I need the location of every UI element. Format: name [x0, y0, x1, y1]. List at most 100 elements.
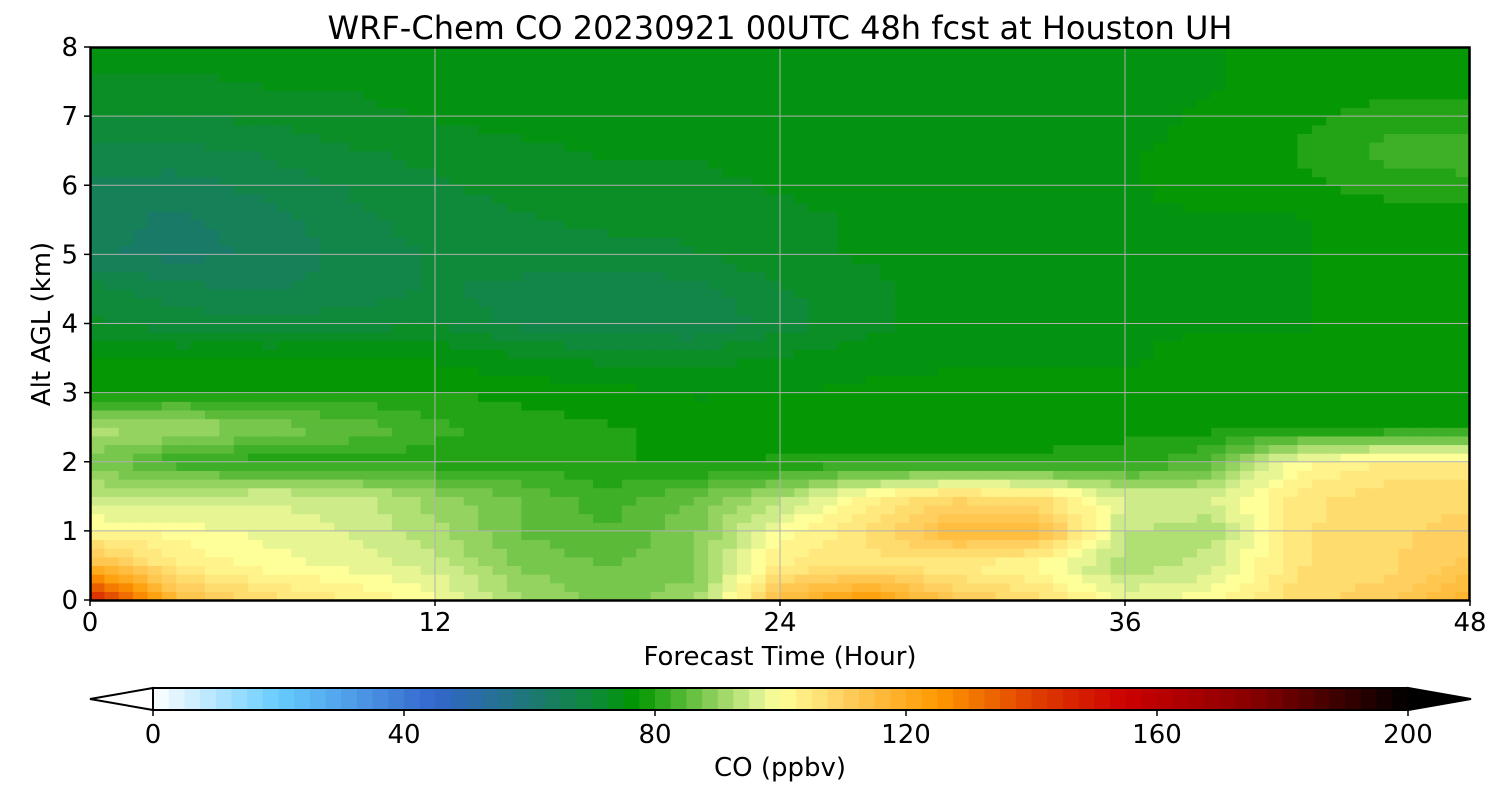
heatmap-cell: [1455, 340, 1471, 351]
heatmap-cell: [176, 150, 192, 160]
heatmap-cell: [1326, 211, 1342, 221]
heatmap-cell: [679, 383, 695, 394]
heatmap-cell: [866, 375, 882, 385]
heatmap-cell: [550, 280, 565, 290]
heatmap-cell: [535, 565, 551, 575]
heatmap-cell: [1225, 487, 1241, 497]
heatmap-cell: [506, 185, 522, 195]
heatmap-cell: [1081, 159, 1097, 169]
heatmap-cell: [693, 280, 709, 290]
heatmap-cell: [90, 349, 105, 359]
heatmap-cell: [866, 461, 882, 471]
heatmap-cell: [966, 332, 982, 342]
heatmap-cell: [780, 556, 795, 567]
heatmap-cell: [1038, 306, 1054, 316]
heatmap-cell: [851, 280, 867, 290]
heatmap-cell: [1426, 150, 1442, 160]
heatmap-cell: [176, 237, 192, 247]
heatmap-cell: [679, 254, 695, 264]
heatmap-cell: [276, 548, 292, 558]
heatmap-cell: [248, 237, 264, 247]
heatmap-cell: [765, 297, 781, 307]
heatmap-cell: [607, 245, 623, 255]
heatmap-cell: [607, 237, 623, 247]
heatmap-cell: [665, 254, 680, 264]
heatmap-cell: [190, 288, 206, 299]
heatmap-cell: [1024, 548, 1040, 558]
heatmap-cell: [1153, 574, 1169, 584]
heatmap-cell: [1426, 479, 1442, 489]
heatmap-cell: [190, 314, 206, 325]
heatmap-cell: [219, 470, 235, 480]
heatmap-cell: [1441, 444, 1457, 454]
heatmap-cell: [104, 487, 120, 497]
heatmap-cell: [837, 288, 853, 299]
heatmap-cell: [780, 245, 795, 255]
heatmap-cell: [190, 245, 206, 255]
heatmap-cell: [1211, 427, 1227, 437]
heatmap-cell: [1139, 582, 1155, 592]
heatmap-cell: [1254, 556, 1270, 567]
heatmap-cell: [1182, 185, 1198, 195]
heatmap-cell: [90, 332, 105, 342]
heatmap-cell: [1196, 202, 1212, 212]
heatmap-cell: [765, 401, 781, 411]
heatmap-cell: [808, 487, 824, 497]
heatmap-cell: [1297, 435, 1313, 446]
heatmap-cell: [334, 479, 350, 489]
heatmap-cell: [909, 167, 925, 178]
heatmap-cell: [966, 358, 982, 368]
heatmap-cell: [665, 392, 680, 402]
heatmap-cell: [593, 159, 609, 169]
heatmap-cell: [420, 263, 436, 273]
heatmap-cell: [722, 176, 738, 186]
heatmap-cell: [952, 487, 968, 497]
heatmap-cell: [665, 504, 680, 515]
heatmap-cell: [1355, 271, 1370, 281]
heatmap-cell: [1125, 591, 1140, 601]
heatmap-cell: [506, 340, 522, 351]
heatmap-cell: [291, 548, 307, 558]
heatmap-cell: [1283, 366, 1299, 376]
heatmap-cell: [535, 479, 551, 489]
heatmap-cell: [1053, 565, 1069, 575]
heatmap-cell: [621, 150, 637, 160]
heatmap-cell: [966, 444, 982, 454]
heatmap-cell: [406, 314, 422, 325]
heatmap-cell: [1024, 461, 1040, 471]
heatmap-cell: [780, 237, 795, 247]
heatmap-cell: [578, 539, 594, 549]
heatmap-cell: [995, 323, 1011, 333]
heatmap-cell: [118, 150, 134, 160]
heatmap-cell: [1326, 513, 1342, 523]
heatmap-cell: [823, 340, 839, 351]
heatmap-cell: [133, 435, 149, 446]
heatmap-cell: [1211, 228, 1227, 238]
heatmap-cell: [1053, 263, 1069, 273]
heatmap-cell: [276, 349, 292, 359]
heatmap-cell: [751, 332, 767, 342]
heatmap-cell: [693, 470, 709, 480]
heatmap-cell: [578, 427, 594, 437]
heatmap-cell: [262, 185, 278, 195]
heatmap-cell: [895, 349, 910, 359]
heatmap-cell: [765, 582, 781, 592]
heatmap-cell: [1369, 176, 1385, 186]
heatmap-cell: [435, 237, 450, 247]
heatmap-cell: [147, 444, 163, 454]
heatmap-cell: [176, 288, 192, 299]
heatmap-cell: [578, 349, 594, 359]
heatmap-cell: [966, 219, 982, 230]
heatmap-cell: [636, 504, 652, 515]
heatmap-cell: [550, 582, 565, 592]
heatmap-cell: [406, 556, 422, 567]
heatmap-cell: [535, 392, 551, 402]
heatmap-cell: [176, 280, 192, 290]
heatmap-cell: [449, 513, 465, 523]
heatmap-cell: [1196, 582, 1212, 592]
heatmap-cell: [262, 418, 278, 428]
heatmap-cell: [248, 340, 264, 351]
heatmap-cell: [665, 582, 680, 592]
heatmap-cell: [650, 202, 666, 212]
heatmap-cell: [435, 358, 450, 368]
